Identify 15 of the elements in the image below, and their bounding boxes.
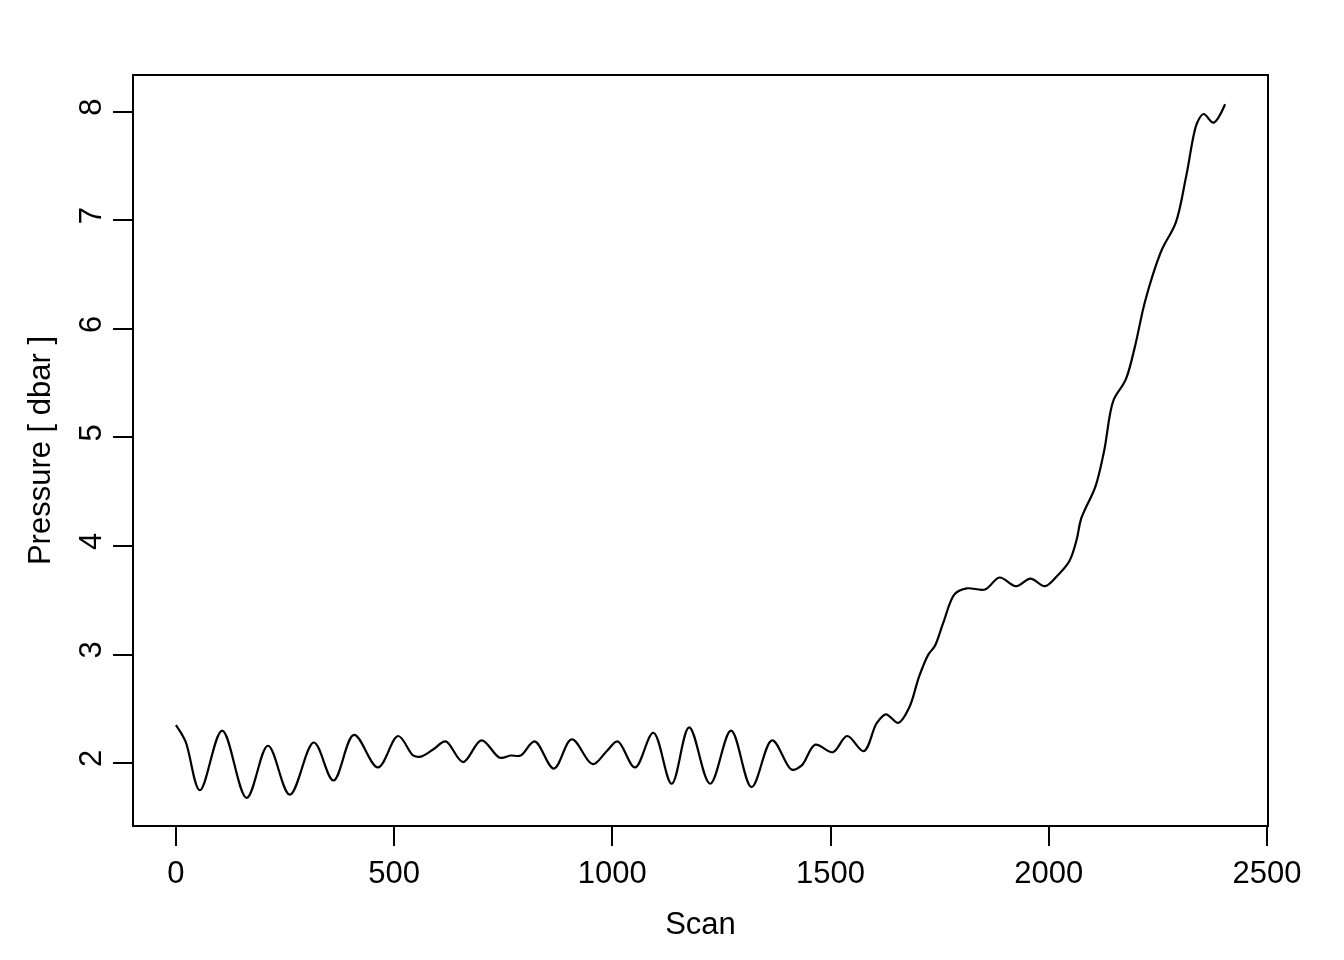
y-tick-label: 7 (72, 207, 108, 225)
y-tick-label: 5 (72, 424, 108, 442)
x-tick-label: 2000 (1014, 855, 1084, 891)
y-tick-label: 8 (72, 98, 108, 116)
y-tick-label: 3 (72, 641, 108, 659)
x-tick-label: 2500 (1232, 855, 1302, 891)
y-tick-label: 4 (72, 532, 108, 550)
y-tick-label: 2 (72, 749, 108, 768)
x-tick-label: 1000 (577, 855, 647, 891)
y-tick-label: 6 (72, 315, 108, 333)
x-tick-label: 1500 (796, 855, 866, 891)
y-axis-title: Pressure [ dbar ] (21, 335, 57, 566)
x-tick-label: 0 (167, 855, 185, 891)
x-axis-title: Scan (665, 905, 736, 941)
x-tick-label: 500 (368, 855, 420, 891)
